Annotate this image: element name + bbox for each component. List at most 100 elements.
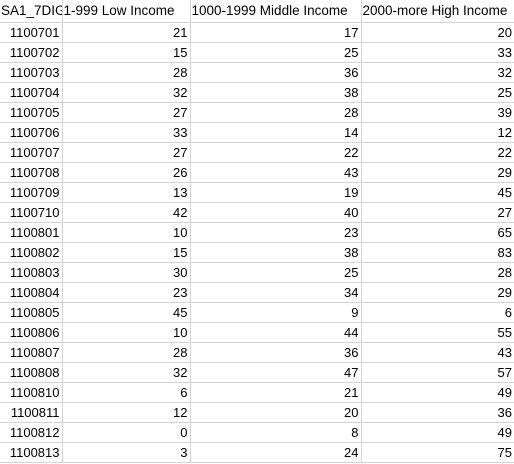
cell-middle-income[interactable]: 44	[190, 322, 362, 343]
cell-sa1-code[interactable]: 1100813	[0, 442, 63, 463]
cell-low-income[interactable]: 0	[62, 422, 191, 443]
cell-low-income[interactable]: 30	[62, 262, 191, 283]
cell-high-income[interactable]: 45	[361, 182, 514, 203]
cell-middle-income[interactable]: 38	[190, 82, 362, 103]
header-sa1-7digit[interactable]: SA1_7DIGIT	[0, 0, 63, 23]
cell-sa1-code[interactable]: 1100702	[0, 42, 63, 63]
cell-low-income[interactable]: 32	[62, 362, 191, 383]
cell-sa1-code[interactable]: 1100803	[0, 262, 63, 283]
cell-high-income[interactable]: 22	[361, 142, 514, 163]
cell-low-income[interactable]: 32	[62, 82, 191, 103]
table-row: 1100702 15 25 33	[0, 42, 514, 63]
cell-middle-income[interactable]: 24	[190, 442, 362, 463]
data-rows: 1100701 21 17 20 1100702 15 25 33 1100703 28 36 32 1…	[0, 22, 514, 463]
cell-high-income[interactable]: 33	[361, 42, 514, 63]
cell-middle-income[interactable]: 43	[190, 162, 362, 183]
cell-high-income[interactable]: 6	[361, 302, 514, 323]
cell-sa1-code[interactable]: 1100808	[0, 362, 63, 383]
cell-middle-income[interactable]: 22	[190, 142, 362, 163]
cell-low-income[interactable]: 23	[62, 282, 191, 303]
cell-sa1-code[interactable]: 1100804	[0, 282, 63, 303]
cell-sa1-code[interactable]: 1100811	[0, 402, 63, 423]
cell-high-income[interactable]: 28	[361, 262, 514, 283]
cell-middle-income[interactable]: 28	[190, 102, 362, 123]
cell-low-income[interactable]: 27	[62, 142, 191, 163]
cell-middle-income[interactable]: 38	[190, 242, 362, 263]
cell-high-income[interactable]: 20	[361, 22, 514, 43]
header-middle-income[interactable]: 1000-1999 Middle Income	[190, 0, 362, 23]
cell-low-income[interactable]: 13	[62, 182, 191, 203]
cell-sa1-code[interactable]: 1100807	[0, 342, 63, 363]
cell-middle-income[interactable]: 25	[190, 42, 362, 63]
header-high-income[interactable]: 2000-more High Income	[361, 0, 514, 23]
cell-middle-income[interactable]: 34	[190, 282, 362, 303]
cell-high-income[interactable]: 36	[361, 402, 514, 423]
cell-high-income[interactable]: 49	[361, 422, 514, 443]
cell-high-income[interactable]: 39	[361, 102, 514, 123]
cell-sa1-code[interactable]: 1100805	[0, 302, 63, 323]
cell-low-income[interactable]: 12	[62, 402, 191, 423]
table-row: 1100807 28 36 43	[0, 342, 514, 363]
cell-low-income[interactable]: 6	[62, 382, 191, 403]
cell-sa1-code[interactable]: 1100801	[0, 222, 63, 243]
cell-high-income[interactable]: 12	[361, 122, 514, 143]
cell-high-income[interactable]: 29	[361, 162, 514, 183]
cell-sa1-code[interactable]: 1100705	[0, 102, 63, 123]
cell-low-income[interactable]: 27	[62, 102, 191, 123]
cell-high-income[interactable]: 75	[361, 442, 514, 463]
table-row: 1100810 6 21 49	[0, 382, 514, 403]
cell-sa1-code[interactable]: 1100708	[0, 162, 63, 183]
cell-middle-income[interactable]: 47	[190, 362, 362, 383]
cell-sa1-code[interactable]: 1100704	[0, 82, 63, 103]
cell-sa1-code[interactable]: 1100701	[0, 22, 63, 43]
cell-middle-income[interactable]: 25	[190, 262, 362, 283]
cell-sa1-code[interactable]: 1100709	[0, 182, 63, 203]
cell-sa1-code[interactable]: 1100810	[0, 382, 63, 403]
cell-middle-income[interactable]: 14	[190, 122, 362, 143]
cell-low-income[interactable]: 42	[62, 202, 191, 223]
cell-low-income[interactable]: 28	[62, 342, 191, 363]
cell-sa1-code[interactable]: 1100812	[0, 422, 63, 443]
table-row: 1100701 21 17 20	[0, 22, 514, 43]
cell-high-income[interactable]: 55	[361, 322, 514, 343]
cell-low-income[interactable]: 21	[62, 22, 191, 43]
cell-high-income[interactable]: 29	[361, 282, 514, 303]
cell-middle-income[interactable]: 20	[190, 402, 362, 423]
table-row: 1100704 32 38 25	[0, 82, 514, 103]
cell-low-income[interactable]: 10	[62, 222, 191, 243]
cell-sa1-code[interactable]: 1100802	[0, 242, 63, 263]
cell-low-income[interactable]: 10	[62, 322, 191, 343]
table-row: 1100811 12 20 36	[0, 402, 514, 423]
cell-high-income[interactable]: 65	[361, 222, 514, 243]
cell-low-income[interactable]: 3	[62, 442, 191, 463]
cell-low-income[interactable]: 33	[62, 122, 191, 143]
cell-low-income[interactable]: 45	[62, 302, 191, 323]
cell-middle-income[interactable]: 17	[190, 22, 362, 43]
cell-middle-income[interactable]: 40	[190, 202, 362, 223]
cell-middle-income[interactable]: 23	[190, 222, 362, 243]
cell-middle-income[interactable]: 36	[190, 62, 362, 83]
cell-middle-income[interactable]: 8	[190, 422, 362, 443]
header-low-income[interactable]: 1-999 Low Income	[62, 0, 191, 23]
cell-high-income[interactable]: 27	[361, 202, 514, 223]
cell-high-income[interactable]: 57	[361, 362, 514, 383]
table-row: 1100805 45 9 6	[0, 302, 514, 323]
cell-high-income[interactable]: 32	[361, 62, 514, 83]
cell-middle-income[interactable]: 36	[190, 342, 362, 363]
cell-middle-income[interactable]: 19	[190, 182, 362, 203]
cell-low-income[interactable]: 15	[62, 42, 191, 63]
cell-sa1-code[interactable]: 1100806	[0, 322, 63, 343]
cell-high-income[interactable]: 83	[361, 242, 514, 263]
cell-middle-income[interactable]: 9	[190, 302, 362, 323]
cell-sa1-code[interactable]: 1100706	[0, 122, 63, 143]
cell-sa1-code[interactable]: 1100703	[0, 62, 63, 83]
cell-high-income[interactable]: 49	[361, 382, 514, 403]
cell-middle-income[interactable]: 21	[190, 382, 362, 403]
cell-low-income[interactable]: 15	[62, 242, 191, 263]
cell-low-income[interactable]: 26	[62, 162, 191, 183]
cell-sa1-code[interactable]: 1100707	[0, 142, 63, 163]
cell-high-income[interactable]: 43	[361, 342, 514, 363]
cell-low-income[interactable]: 28	[62, 62, 191, 83]
cell-high-income[interactable]: 25	[361, 82, 514, 103]
cell-sa1-code[interactable]: 1100710	[0, 202, 63, 223]
